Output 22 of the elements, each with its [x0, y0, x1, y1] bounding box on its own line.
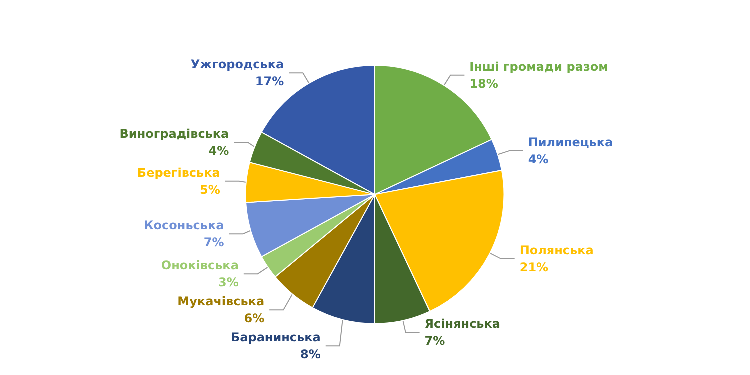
- slice-label: Полянська: [520, 243, 594, 258]
- slice-label: Оноківська: [161, 258, 239, 273]
- slice-label: Пилипецька: [528, 136, 614, 150]
- data-label: 7%: [424, 334, 446, 348]
- data-label: 7%: [204, 236, 224, 250]
- data-label: 17%: [255, 74, 284, 89]
- slice-label: Інші громади разом: [470, 60, 608, 74]
- data-label: 3%: [218, 276, 239, 290]
- slice-label: Косоньська: [144, 218, 224, 233]
- data-label: 18%: [470, 76, 498, 91]
- data-label: 4%: [528, 152, 549, 167]
- slice-label: Берегівська: [137, 166, 220, 180]
- data-label: 8%: [300, 348, 321, 362]
- data-label: 4%: [208, 144, 230, 158]
- data-label: 21%: [520, 260, 549, 274]
- slice-label: Баранинська: [231, 330, 321, 345]
- data-label: 5%: [200, 182, 220, 197]
- slice-label: Виноградівська: [120, 127, 230, 142]
- slice-label: Мукачівська: [178, 294, 265, 309]
- data-label: 6%: [244, 312, 265, 326]
- slice-label: Ясінянська: [424, 317, 501, 332]
- slice-label: Ужгородська: [190, 58, 284, 72]
